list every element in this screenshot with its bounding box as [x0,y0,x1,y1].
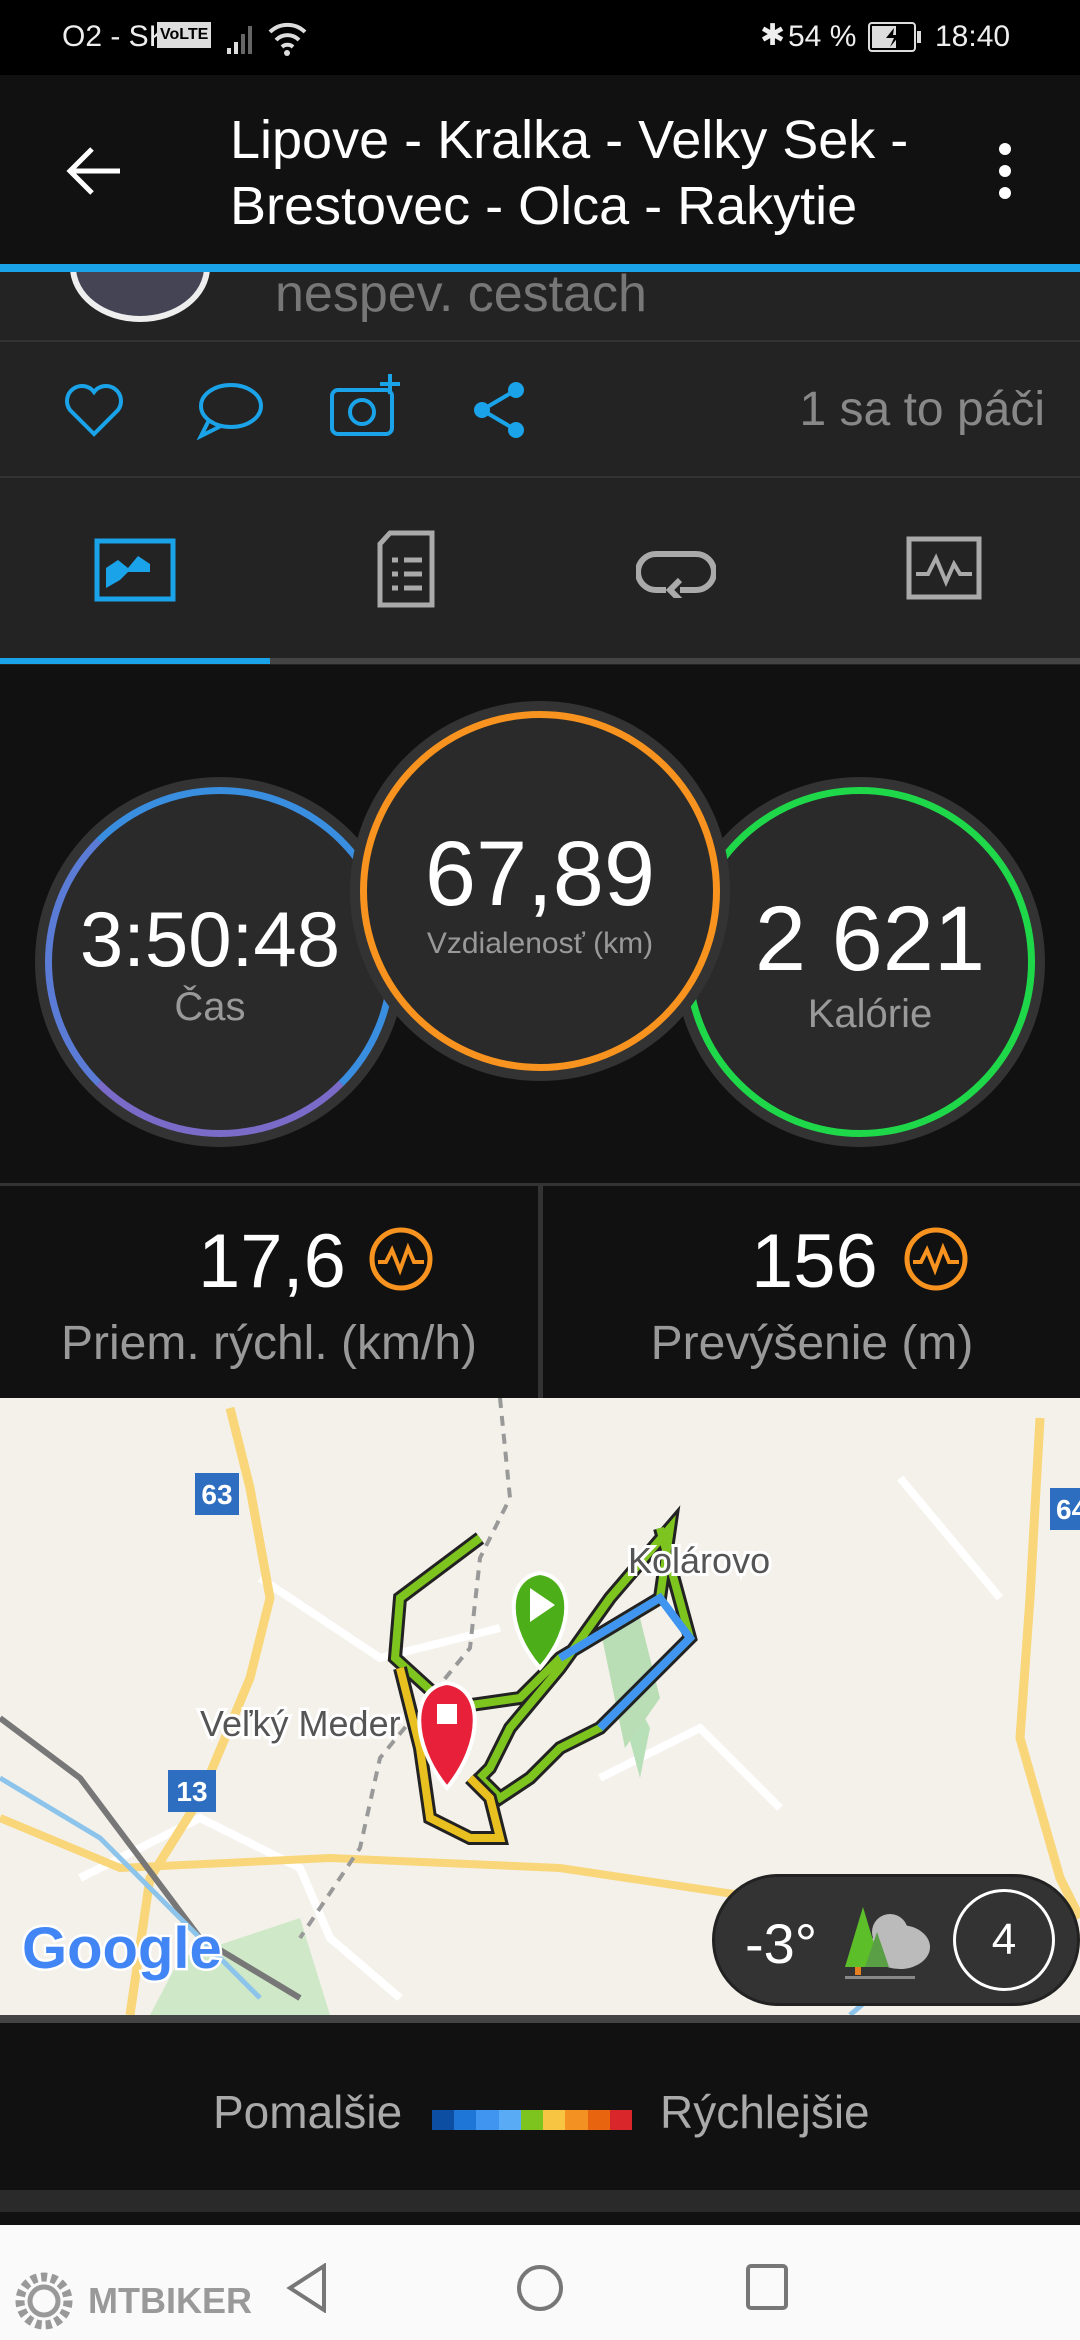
arrow-left-icon[interactable] [64,143,124,199]
carrier: O2 - SK [62,20,169,53]
start-marker[interactable] [511,1570,569,1672]
google-logo: Google [22,1916,222,1981]
calories-value: 2 621 [754,888,986,990]
avg-speed-value: 17,6 [198,1219,346,1304]
tab-charts[interactable] [906,536,982,602]
avg-speed-label: Priem. rýchl. (km/h) [60,1317,477,1370]
gradient-swatch [587,2110,610,2130]
route-segment-slow [557,1592,696,1731]
secondary-stats: 17,6 Priem. rýchl. (km/h) 156 Prevýšenie… [0,1183,1080,1398]
calories-stat: 2 621 Kalórie [685,787,1035,1137]
clock: 18:40 [935,20,1011,53]
more-vert-icon[interactable] [995,141,1015,201]
time-stat: 3:50:48 Čas [45,787,395,1137]
elevation-stat[interactable]: 156 Prevýšenie (m) [543,1186,1080,1398]
distance-stat: 67,89 Vzdialenosť (km) [360,711,720,1071]
time-label: Čas [174,985,246,1029]
volte-badge: VoLTE [157,22,212,48]
divider [538,1186,543,1398]
time-value: 3:50:48 [79,895,341,983]
elevation-value: 156 [751,1219,878,1304]
gradient-swatch [520,2110,544,2130]
temperature: -3° [745,1912,818,1975]
elevation-label: Prevýšenie (m) [650,1317,974,1370]
map-canvas[interactable]: Kolárovo Veľký Meder 63 13 64 Google [0,1398,1080,2015]
place-label-velky-meder: Veľký Meder [200,1703,401,1744]
wind-compass: 4 [953,1889,1055,1991]
system-nav-bar: MTBIKER [0,2225,1080,2340]
distance-value: 67,89 [424,822,656,925]
share-icon[interactable] [470,380,530,440]
mtbiker-logo-icon [15,2272,73,2330]
tab-details[interactable] [376,530,436,608]
gradient-swatch [498,2110,521,2130]
route-segment-fast [396,1667,506,1842]
heart-icon[interactable] [62,382,126,438]
weather-widget[interactable]: -3° 4 [712,1874,1080,2006]
gradient-swatch [543,2110,566,2130]
tab-indicator [0,658,270,664]
activity-subtitle: nespev. cestach [0,272,1080,340]
pulse-chart-icon[interactable] [903,1226,969,1292]
place-label-kolarovo: Kolárovo [628,1540,770,1581]
gradient-swatch [476,2110,499,2130]
progress-divider [0,264,1080,272]
speed-legend: Pomalšie Rýchlejšie [0,2015,1080,2205]
page-title: Lipove - Kralka - Velky Sek - Brestovec … [230,110,909,236]
avatar[interactable] [70,272,210,322]
gradient-swatch [454,2110,477,2130]
divider [0,2190,1080,2212]
tab-overview[interactable] [94,538,176,602]
signal-wifi-icon [227,22,307,56]
legend-fast: Rýchlejšie [660,2086,870,2138]
cloudy-forest-icon [845,1907,930,1979]
status-bar: O2 - SK VoLTE ✱ 54 % 18:40 [0,0,1080,75]
watermark: MTBIKER [88,2280,252,2321]
stats-summary: 3:50:48 Čas 2 621 Kalórie 67,89 Vzdialen… [0,665,1080,1183]
gradient-swatch [432,2110,455,2130]
road-shield: 13 [176,1776,207,1807]
gradient-swatch [565,2110,588,2130]
back-nav-icon[interactable] [286,2263,328,2313]
recents-nav-icon[interactable] [745,2263,791,2313]
bluetooth-icon: ✱ [760,19,786,52]
road-shield: 64 [1056,1494,1080,1525]
home-nav-icon[interactable] [515,2263,565,2313]
subtitle-text: nespev. cestach [275,272,647,323]
calories-label: Kalórie [807,992,933,1036]
speed-gradient [432,2110,632,2130]
add-photo-icon[interactable] [328,372,404,440]
finish-marker[interactable] [417,1680,477,1792]
pulse-chart-icon[interactable] [368,1226,434,1292]
distance-label: Vzdialenosť (km) [426,926,654,960]
battery-percent: 54 % [788,20,857,53]
legend-slow: Pomalšie [213,2086,403,2138]
comment-icon[interactable] [195,380,265,440]
likes-count[interactable]: 1 sa to páči [799,383,1045,436]
tab-bar [0,478,1080,665]
gradient-swatch [609,2110,632,2130]
road-shield: 63 [201,1479,232,1510]
avg-speed-stat[interactable]: 17,6 Priem. rýchl. (km/h) [0,1186,538,1398]
route-map[interactable]: Kolárovo Veľký Meder 63 13 64 Google -3°… [0,1398,1080,2015]
battery-charging-icon [868,22,921,52]
tab-track [0,658,1080,664]
action-bar: 1 sa to páči [0,340,1080,478]
app-header: Lipove - Kralka - Velky Sek - Brestovec … [0,75,1080,265]
tab-laps[interactable] [636,542,716,598]
